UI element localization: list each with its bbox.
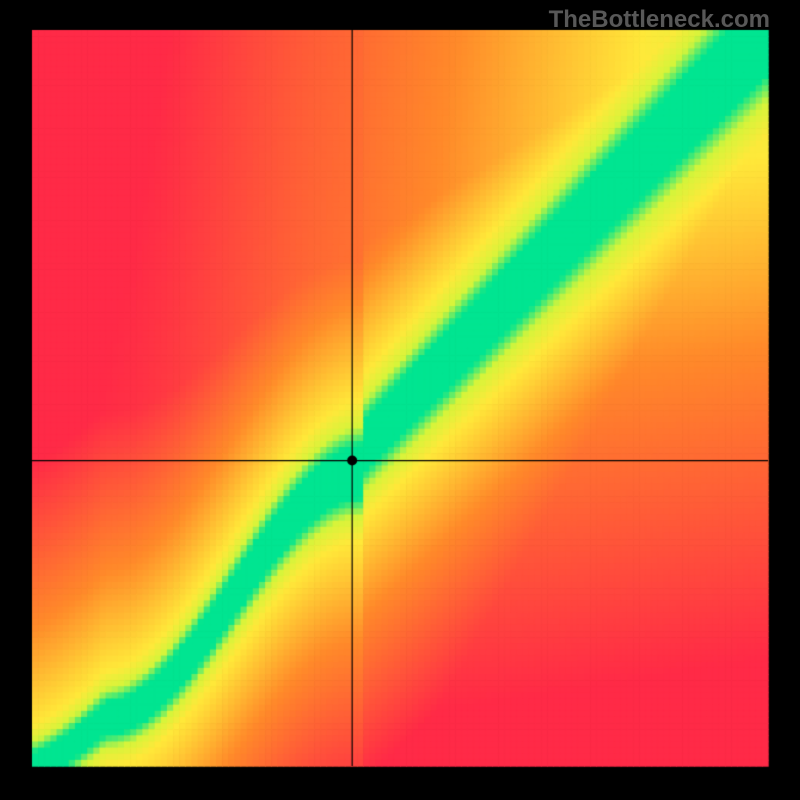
heatmap-plot	[0, 0, 800, 800]
watermark-text: TheBottleneck.com	[549, 6, 770, 34]
